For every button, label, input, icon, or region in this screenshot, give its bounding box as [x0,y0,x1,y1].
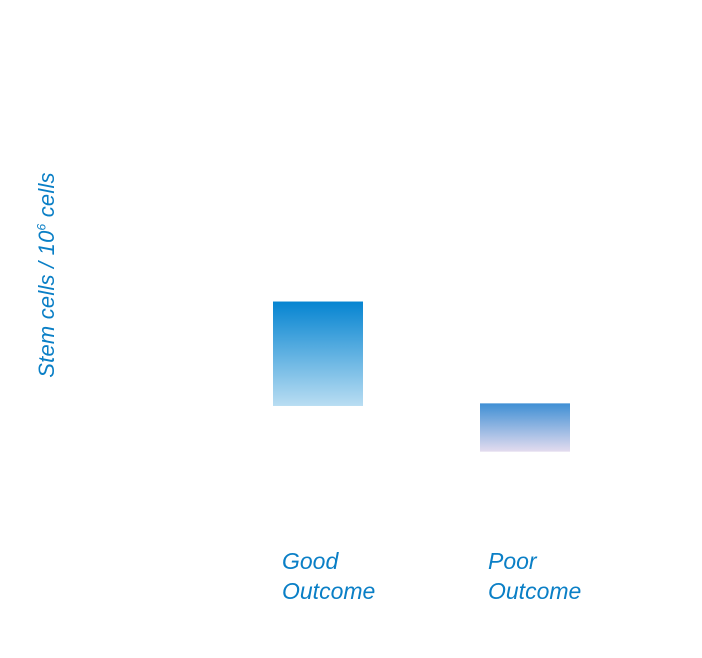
bars-layer [273,301,570,452]
x-tick-label-good-outcome: Good Outcome [282,546,375,606]
x-tick-label-line: Outcome [282,578,376,604]
x-tick-label-line: Outcome [488,578,582,604]
y-axis-label: Stem cells / 106 cells [34,172,60,377]
x-tick-label-line: Poor [488,548,537,574]
x-tick-label-line: Good [282,548,339,574]
y-axis-label-suffix: cells [34,172,59,224]
y-axis-label-superscript: 6 [34,223,49,231]
x-tick-label-poor-outcome: Poor Outcome [488,546,581,606]
y-axis-label-prefix: Stem cells / 10 [34,230,59,378]
bar-good-outcome [273,301,363,406]
bar-poor-outcome [480,403,570,452]
